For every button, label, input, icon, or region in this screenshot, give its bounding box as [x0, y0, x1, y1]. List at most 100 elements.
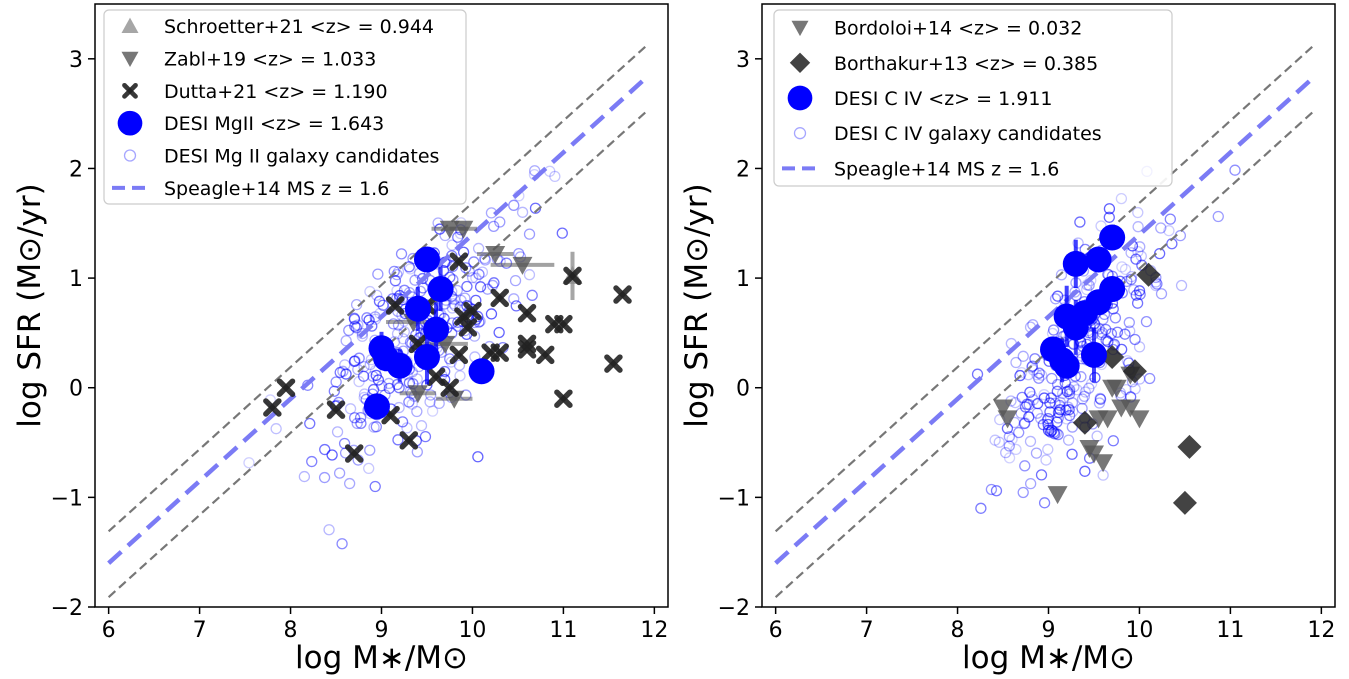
candidate-point — [1019, 417, 1031, 429]
data-point-stroke-b — [458, 318, 478, 337]
candidate-point — [343, 477, 356, 490]
candidate-point — [1130, 253, 1142, 265]
candidate-point — [447, 298, 460, 310]
candidate-point — [523, 269, 536, 281]
candidate-point — [1063, 409, 1076, 422]
ms-upper-scatter-line — [774, 45, 1313, 533]
candidate-point — [368, 421, 380, 433]
legend-marker — [793, 127, 807, 140]
data-point — [363, 393, 390, 420]
candidate-point — [326, 449, 338, 461]
candidate-point — [1140, 316, 1153, 328]
legend-label: Bordoloi+14 <z> = 0.032 — [834, 18, 1082, 40]
x-tick-label: 8 — [284, 618, 298, 643]
candidate-point — [1129, 383, 1141, 395]
candidate-point — [493, 326, 505, 339]
candidate-point — [1212, 210, 1224, 223]
candidate-point — [372, 268, 384, 280]
series-desi — [1040, 224, 1126, 383]
candidate-point — [391, 328, 404, 340]
candidate-point — [448, 293, 461, 306]
candidate-point — [306, 455, 318, 468]
data-point — [1106, 379, 1127, 398]
candidate-point — [369, 365, 382, 377]
y-tick-label: 1 — [736, 267, 750, 292]
candidate-point — [1010, 356, 1022, 369]
candidate-point — [1054, 396, 1066, 408]
plot-area — [107, 45, 647, 598]
legend-label: DESI Mg II galaxy candidates — [164, 146, 439, 168]
candidate-point — [1103, 203, 1116, 215]
candidate-point — [1025, 477, 1037, 490]
candidate-point — [357, 370, 370, 382]
data-point-stroke-b — [399, 431, 419, 450]
x-tick-label: 11 — [1216, 618, 1244, 643]
data-point-stroke-b — [517, 303, 537, 323]
legend: Bordoloi+14 <z> = 0.032 Borthakur+13 <z> … — [773, 9, 1173, 187]
candidate-point — [1003, 431, 1016, 443]
y-tick-label: 0 — [736, 377, 750, 402]
candidate-point — [333, 467, 346, 479]
candidate-point — [1125, 247, 1137, 259]
candidate-point — [508, 293, 520, 305]
candidate-point — [1033, 367, 1045, 379]
y-axis-title: log SFR (M⊙/yr) — [679, 183, 715, 427]
candidate-point — [340, 368, 352, 380]
data-point — [423, 316, 450, 343]
data-point — [1172, 490, 1197, 515]
candidate-point — [516, 206, 529, 218]
candidate-point — [392, 434, 404, 446]
candidate-point — [336, 538, 348, 550]
candidate-point — [344, 403, 357, 415]
x-tick-label: 6 — [769, 618, 783, 643]
candidate-point — [1035, 412, 1047, 425]
legend-marker — [122, 82, 138, 99]
data-point — [463, 301, 482, 321]
candidate-point — [1036, 369, 1048, 381]
data-point — [386, 352, 413, 379]
data-point — [512, 256, 533, 275]
data-point — [490, 288, 509, 308]
x-tick-label: 7 — [860, 618, 874, 643]
candidate-point — [1042, 412, 1054, 425]
candidate-point — [453, 359, 466, 371]
candidate-point — [1078, 390, 1090, 402]
legend-label: Dutta+21 <z> = 1.190 — [164, 81, 388, 103]
candidate-point — [270, 423, 282, 435]
legend-label: DESI C IV <z> = 1.911 — [834, 88, 1053, 110]
data-point-stroke-b — [276, 378, 296, 397]
candidate-point — [401, 422, 413, 434]
candidate-point — [1051, 385, 1063, 397]
data-point — [997, 410, 1018, 429]
data-point — [1097, 410, 1118, 429]
candidate-point — [1133, 341, 1146, 353]
candidate-point — [1017, 350, 1029, 362]
candidate-point — [353, 375, 365, 388]
candidate-point — [1121, 355, 1134, 367]
data-point — [404, 295, 431, 322]
candidate-point — [1049, 293, 1062, 305]
candidate-point — [1063, 388, 1076, 400]
candidate-point — [1051, 378, 1064, 391]
candidate-point — [370, 421, 382, 433]
candidate-point — [1014, 369, 1026, 382]
candidate-point — [411, 405, 423, 418]
candidate-point — [1125, 270, 1138, 283]
data-point — [1129, 410, 1150, 429]
candidate-point — [975, 502, 987, 514]
candidate-point — [989, 434, 1001, 446]
candidate-point — [1135, 250, 1147, 262]
series-desi — [363, 246, 495, 420]
candidate-point — [445, 356, 457, 368]
candidate-point — [1060, 413, 1073, 425]
candidate-point — [1076, 402, 1088, 415]
candidate-point — [1079, 386, 1091, 398]
candidate-point — [1052, 290, 1064, 302]
candidate-point — [1062, 434, 1075, 446]
candidate-point — [1125, 273, 1137, 286]
candidate-point — [352, 363, 364, 376]
x-axis-title: log M∗/M⊙ — [295, 640, 468, 676]
legend-marker — [123, 149, 137, 162]
data-point — [276, 378, 296, 397]
candidate-point — [1132, 245, 1144, 258]
